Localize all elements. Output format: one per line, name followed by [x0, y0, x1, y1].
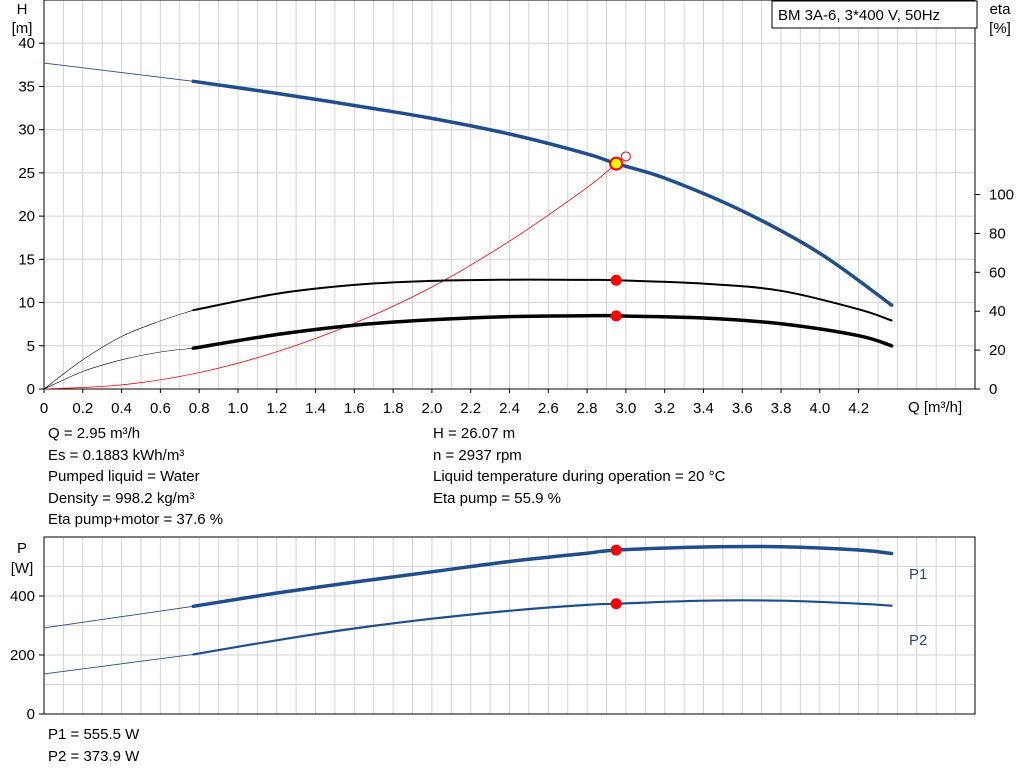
x-tick-label: 2.2 — [460, 400, 481, 417]
head-axis-label-unit: [m] — [12, 20, 33, 37]
x-tick-label: 3.0 — [615, 400, 636, 417]
x-tick-label: 4.2 — [848, 400, 869, 417]
x-tick-label: 2.0 — [421, 400, 442, 417]
eta-tick-label: 60 — [989, 264, 1006, 281]
x-tick-label: 0.6 — [150, 400, 171, 417]
eta-pump-curve — [192, 278, 893, 322]
eta-tick-label: 100 — [989, 187, 1014, 204]
p2-curve-extension — [43, 653, 194, 675]
h-tick-label: 15 — [18, 251, 35, 268]
system-curve-end-marker — [620, 151, 631, 162]
head-curve-extension — [43, 62, 194, 82]
x-tick-label: 4.0 — [809, 400, 830, 417]
head-axis-label-symbol: H — [17, 1, 28, 18]
power-chart-plot-area — [43, 536, 976, 715]
h-tick-label: 5 — [27, 338, 35, 355]
readout-p2: P2 = 373.9 W — [48, 747, 140, 765]
x-tick-label: 3.2 — [654, 400, 675, 417]
curves — [43, 62, 894, 675]
readout-left: Q = 2.95 m³/h Es = 0.1883 kWh/m³ Pumped … — [48, 423, 223, 531]
power-axis-label-symbol: P — [17, 540, 27, 557]
x-tick-label: 2.4 — [499, 400, 520, 417]
h-tick-label: 30 — [18, 122, 35, 139]
eta-pump-motor-curve-extension — [43, 347, 194, 390]
duty-point-eta-pump — [610, 274, 622, 286]
x-tick-label: 2.6 — [538, 400, 559, 417]
eta-tick-label: 80 — [989, 225, 1006, 242]
x-tick-label: 0.8 — [189, 400, 210, 417]
duty-point-head — [609, 156, 624, 171]
duty-point-p2 — [610, 598, 622, 610]
eta-axis-label-unit: [%] — [989, 20, 1011, 37]
readout-speed: n = 2937 rpm — [433, 446, 522, 464]
eta-pump-curve-extension — [43, 309, 194, 390]
power-chart-grid — [44, 537, 975, 714]
h-tick-label: 35 — [18, 78, 35, 95]
x-tick-label: 2.8 — [577, 400, 598, 417]
flow-axis-label: Q [m³/h] — [908, 399, 962, 416]
h-tick-label: 20 — [18, 208, 35, 225]
x-tick-label: 3.4 — [693, 400, 714, 417]
readout-head: H = 26.07 m — [433, 425, 516, 442]
chart-title-box — [771, 0, 978, 29]
duty-point-p1 — [610, 544, 622, 556]
p-tick-label: 400 — [10, 588, 35, 605]
readout-pumped-liquid: Pumped liquid = Water — [48, 468, 200, 485]
readout-flow: Q = 2.95 m³/h — [48, 425, 141, 442]
h-tick-label: 0 — [27, 381, 35, 398]
duty-point-eta-pump-motor — [610, 310, 622, 322]
readout-density: Density = 998.2 kg/m³ — [48, 489, 195, 507]
x-tick-label: 0.4 — [111, 400, 132, 417]
duty-points — [609, 156, 624, 610]
p1-curve-extension — [43, 605, 194, 629]
readout-right: H = 26.07 m n = 2937 rpm Liquid temperat… — [433, 423, 725, 509]
chart-title: BM 3A-6, 3*400 V, 50Hz — [778, 7, 940, 24]
eta-pump-motor-curve — [191, 313, 894, 350]
x-tick-label: 3.6 — [732, 400, 753, 417]
eta-tick-label: 0 — [989, 381, 997, 398]
p-tick-label: 200 — [10, 647, 35, 664]
x-tick-label: 0.2 — [72, 400, 93, 417]
legend-p1: P1 — [909, 566, 927, 583]
x-tick-label: 3.8 — [771, 400, 792, 417]
head-curve — [191, 79, 894, 307]
eta-axis-label-symbol: eta — [990, 1, 1012, 18]
h-tick-label: 10 — [18, 295, 35, 312]
x-tick-label: 1.0 — [228, 400, 249, 417]
x-tick-label: 1.8 — [383, 400, 404, 417]
readout-eta-pump-motor: Eta pump+motor = 37.6 % — [48, 511, 224, 528]
eta-tick-label: 40 — [989, 303, 1006, 320]
readout-p1: P1 = 555.5 W — [48, 726, 140, 743]
p-tick-label: 0 — [27, 706, 35, 723]
x-tick-label: 1.6 — [344, 400, 365, 417]
x-tick-label: 0 — [40, 400, 48, 417]
p1-curve — [191, 544, 894, 609]
eta-tick-label: 20 — [989, 342, 1006, 359]
system-curve — [43, 156, 627, 390]
h-tick-label: 40 — [18, 35, 35, 52]
x-tick-label: 1.4 — [305, 400, 326, 417]
h-tick-label: 25 — [18, 165, 35, 182]
p2-curve — [192, 599, 893, 656]
power-axis-label-unit: [W] — [11, 560, 34, 577]
readout-liquid-temperature: Liquid temperature during operation = 20… — [433, 468, 726, 485]
legend-p2: P2 — [909, 632, 927, 649]
readout-eta-pump: Eta pump = 55.9 % — [433, 489, 561, 507]
readout-specific-energy: Es = 0.1883 kWh/m³ — [48, 446, 185, 464]
x-tick-label: 1.2 — [266, 400, 287, 417]
axis-ticks: 0 0.2 0.4 0.6 0.8 1.0 1.2 1.4 1.6 1.8 2.0 2.2 2.4 2.6… — [10, 35, 1014, 723]
readout-power: P1 = 555.5 W P2 = 373.9 W — [48, 724, 139, 767]
